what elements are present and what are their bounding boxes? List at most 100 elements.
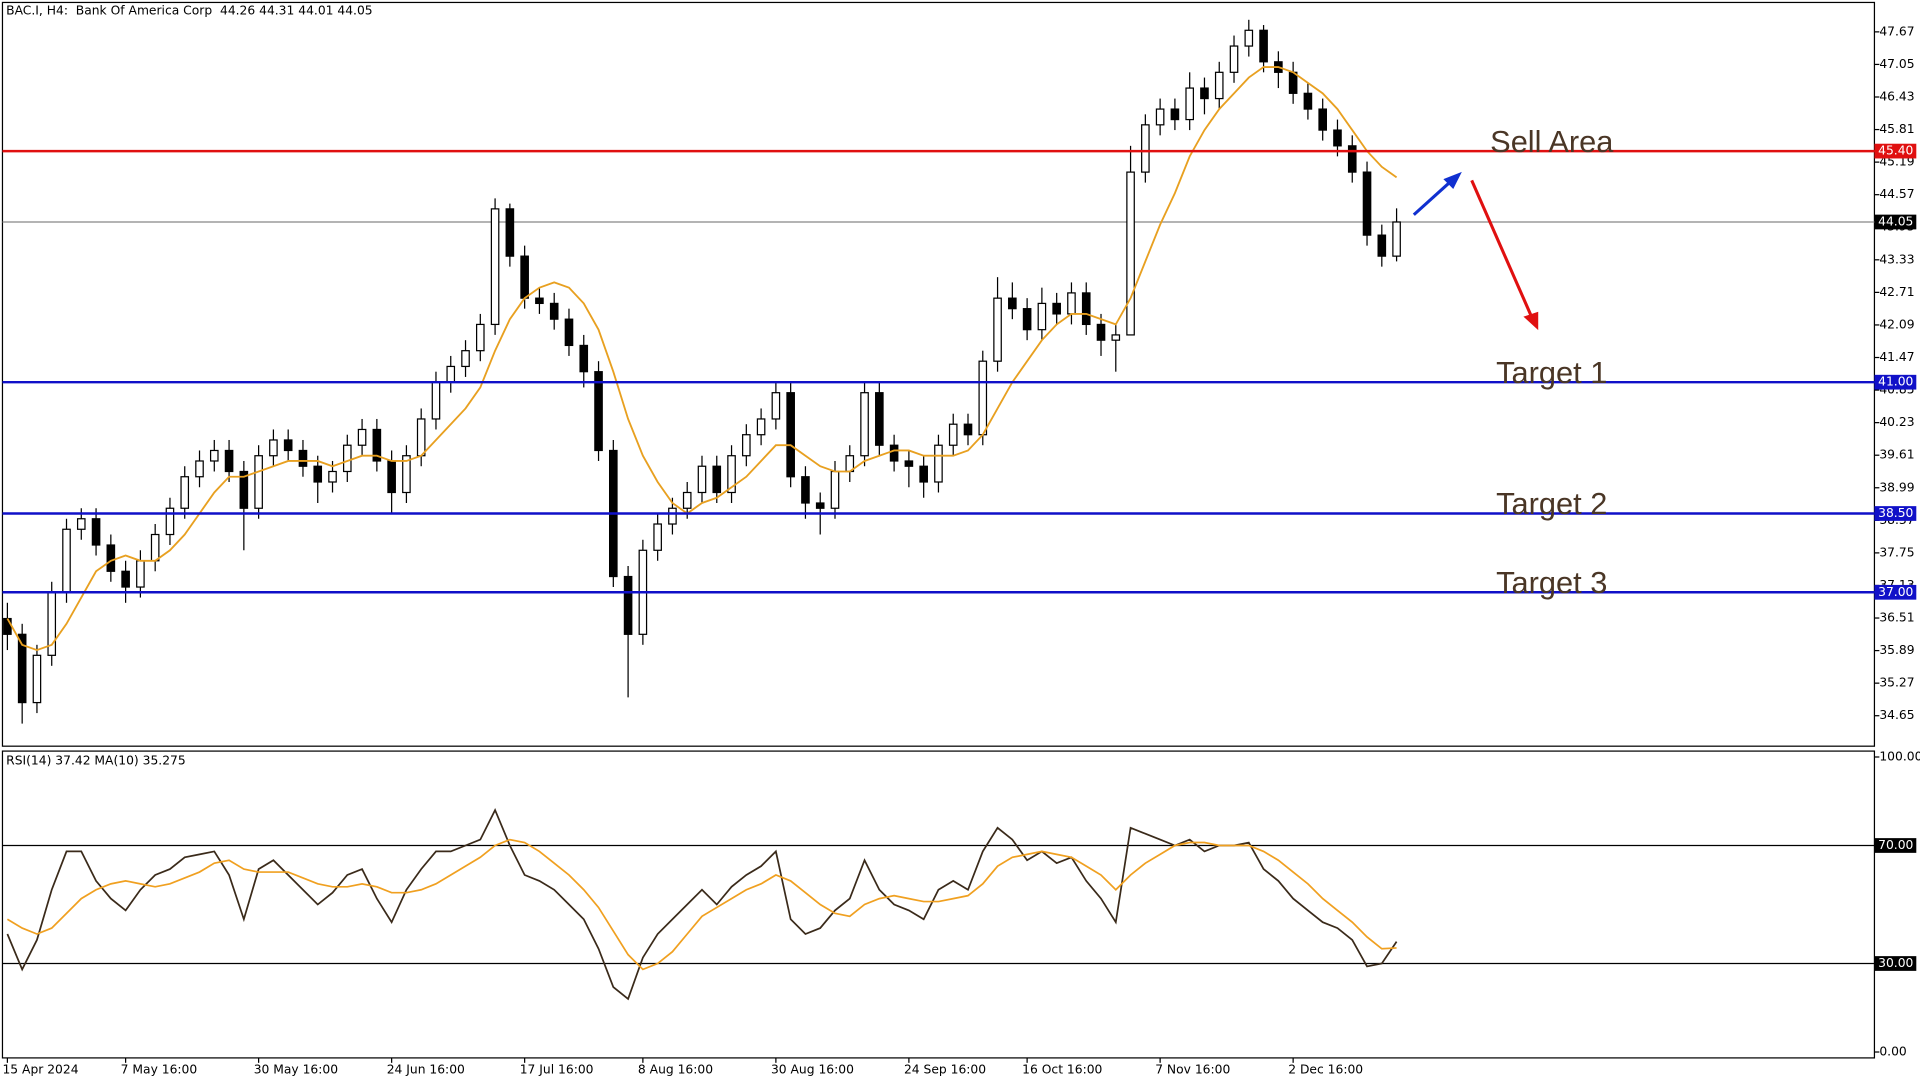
candle-body bbox=[653, 523, 662, 551]
rsi-line bbox=[6, 808, 1398, 1001]
x-tick-label: 2 Dec 16:00 bbox=[1288, 1063, 1363, 1077]
level-label: 37.00 bbox=[1878, 585, 1913, 599]
candle-body bbox=[32, 654, 42, 704]
candle-body bbox=[919, 465, 928, 483]
red-arrow bbox=[1470, 179, 1534, 319]
candle-body bbox=[387, 460, 396, 494]
level-annotation: Target 3 bbox=[1496, 565, 1607, 600]
candle-body bbox=[1111, 334, 1121, 341]
candle-body bbox=[1052, 302, 1061, 315]
price-header: BAC.I, H4: Bank Of America Corp 44.26 44… bbox=[6, 4, 372, 18]
candle-body bbox=[416, 418, 426, 457]
level-label: 38.50 bbox=[1878, 506, 1913, 520]
x-tick-label: 16 Oct 16:00 bbox=[1022, 1063, 1102, 1077]
candle-body bbox=[1200, 87, 1209, 100]
blue-arrow-head bbox=[1443, 171, 1462, 189]
candle-body bbox=[1096, 323, 1106, 341]
candle-body bbox=[254, 455, 263, 509]
rsi-line bbox=[6, 838, 1397, 971]
rsi-panel bbox=[1, 750, 1876, 1059]
candle-body bbox=[948, 423, 958, 446]
candle-body bbox=[1141, 124, 1150, 173]
rsi-header: RSI(14) 37.42 MA(10) 35.275 bbox=[6, 753, 186, 767]
candle-body bbox=[860, 392, 869, 457]
candle-body bbox=[372, 428, 382, 462]
y-tick-label: 0.00 bbox=[1879, 1045, 1906, 1059]
candle-body bbox=[978, 360, 988, 436]
candle-body bbox=[1067, 292, 1076, 315]
y-tick-label: 35.27 bbox=[1879, 676, 1914, 690]
candle-body bbox=[771, 392, 781, 420]
candle-body bbox=[1347, 145, 1357, 173]
candle-body bbox=[1392, 221, 1401, 257]
level-annotation: Target 2 bbox=[1496, 486, 1607, 521]
level-label-box bbox=[1874, 374, 1917, 390]
candle-body bbox=[475, 323, 485, 352]
candle-body bbox=[165, 507, 175, 536]
level-label-box bbox=[1874, 584, 1917, 600]
level-label: 41.00 bbox=[1878, 375, 1913, 389]
candle-body bbox=[76, 518, 86, 530]
y-tick-label: 42.71 bbox=[1879, 285, 1914, 299]
candle-body bbox=[269, 439, 278, 457]
candle-body bbox=[1244, 29, 1254, 47]
candle-body bbox=[727, 455, 736, 494]
y-tick-label: 34.65 bbox=[1879, 708, 1914, 722]
level-label-box bbox=[1874, 838, 1917, 853]
candle-body bbox=[1155, 108, 1165, 126]
candle-body bbox=[461, 350, 470, 368]
x-tick-label: 17 Jul 16:00 bbox=[520, 1063, 594, 1077]
candle-body bbox=[91, 518, 101, 546]
candle-body bbox=[1362, 171, 1372, 236]
candle-body bbox=[1288, 71, 1298, 94]
candle-body bbox=[224, 449, 234, 473]
candle-body bbox=[742, 434, 751, 457]
candle-body bbox=[1126, 171, 1135, 336]
candle-body bbox=[17, 633, 27, 704]
x-tick-label: 8 Aug 16:00 bbox=[638, 1063, 713, 1077]
level-label-box bbox=[1874, 506, 1917, 521]
x-tick-label: 15 Apr 2024 bbox=[2, 1063, 78, 1077]
blue-arrow bbox=[1412, 178, 1455, 216]
candle-body bbox=[904, 460, 914, 467]
candle-body bbox=[520, 255, 529, 299]
candle-body bbox=[195, 460, 204, 478]
level-annotation: Sell Area bbox=[1490, 124, 1614, 159]
candle-body bbox=[786, 392, 795, 478]
candle-body bbox=[993, 297, 1002, 362]
candle-body bbox=[490, 208, 500, 326]
candle-body bbox=[239, 470, 249, 509]
candle-body bbox=[549, 302, 559, 320]
candle-body bbox=[1081, 292, 1091, 326]
candle-body bbox=[697, 465, 707, 494]
price-panel bbox=[1, 1, 1876, 747]
candle-body bbox=[1037, 302, 1047, 331]
y-tick-label: 35.89 bbox=[1879, 643, 1914, 657]
ma-line bbox=[6, 66, 1398, 652]
candle-body bbox=[1303, 92, 1313, 110]
x-tick-label: 24 Jun 16:00 bbox=[387, 1063, 465, 1077]
x-tick-label: 7 Nov 16:00 bbox=[1155, 1063, 1230, 1077]
candle-body bbox=[62, 528, 71, 593]
candle-body bbox=[209, 449, 219, 462]
candle-body bbox=[934, 444, 943, 483]
candle-body bbox=[342, 444, 352, 473]
candle-body bbox=[357, 428, 367, 446]
y-tick-label: 39.61 bbox=[1879, 448, 1914, 462]
candle-body bbox=[712, 465, 722, 494]
candle-body bbox=[564, 318, 574, 347]
level-label: 45.40 bbox=[1878, 144, 1913, 158]
y-tick-label: 46.43 bbox=[1879, 90, 1914, 104]
level-label: 70.00 bbox=[1878, 838, 1913, 852]
candle-body bbox=[298, 449, 308, 467]
candle-body bbox=[1259, 29, 1268, 63]
candle-body bbox=[1022, 308, 1032, 331]
candle-body bbox=[1185, 87, 1194, 121]
arrows bbox=[1412, 171, 1539, 331]
candle-body bbox=[446, 365, 456, 383]
candle-body bbox=[830, 470, 840, 509]
y-tick-label: 47.67 bbox=[1879, 24, 1914, 38]
candle-body bbox=[106, 544, 116, 572]
